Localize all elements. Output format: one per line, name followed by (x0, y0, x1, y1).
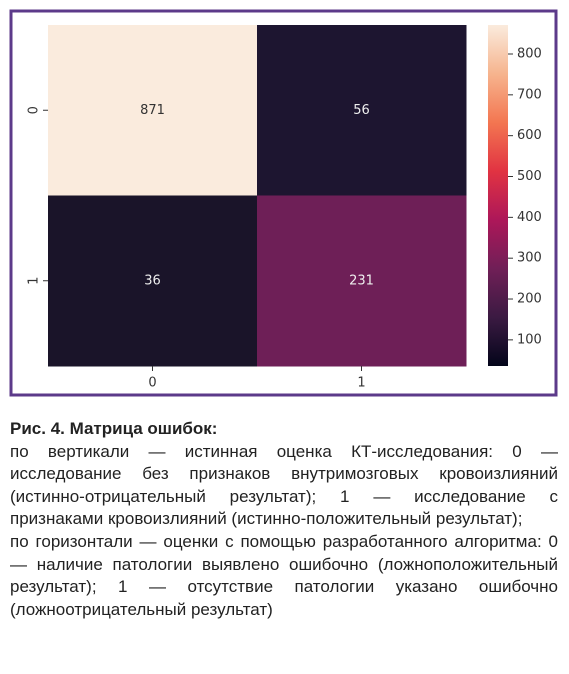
chart: 871 56 36 231 0 1 0 1 100 200 300 400 500 600 700 800 (9, 9, 558, 397)
x-tick-label: 0 (148, 376, 156, 391)
colorbar (488, 25, 508, 366)
colorbar-tick-label: 600 (517, 128, 542, 143)
caption-text: по вертикали — истинная оценка КТ-исслед… (10, 441, 558, 529)
y-tick-label: 1 (27, 277, 42, 285)
heatmap-cell (257, 25, 467, 196)
caption-text: по горизонтали — оценки с помощью разраб… (10, 531, 558, 619)
colorbar-tick-label: 300 (517, 251, 542, 266)
cell-label: 56 (353, 103, 370, 118)
frame (9, 9, 558, 397)
cell-label: 231 (349, 273, 374, 288)
caption-title: Рис. 4. Матрица ошибок: (10, 419, 218, 438)
caption: Рис. 4. Матрица ошибок: по вертикали — и… (10, 418, 558, 621)
colorbar-tick-label: 200 (517, 292, 542, 307)
y-tick-label: 0 (27, 106, 42, 114)
colorbar-tick-label: 800 (517, 46, 542, 61)
colorbar-tick-label: 400 (517, 210, 542, 225)
heatmap-cell (48, 25, 258, 196)
cell-label: 36 (144, 273, 161, 288)
colorbar-tick-label: 100 (517, 332, 542, 347)
heatmap-cell (257, 195, 467, 367)
heatmap-cell (48, 195, 258, 367)
colorbar-tick-label: 700 (517, 87, 542, 102)
x-tick-label: 1 (357, 376, 365, 391)
colorbar-tick-label: 500 (517, 169, 542, 184)
cell-label: 871 (140, 103, 165, 118)
